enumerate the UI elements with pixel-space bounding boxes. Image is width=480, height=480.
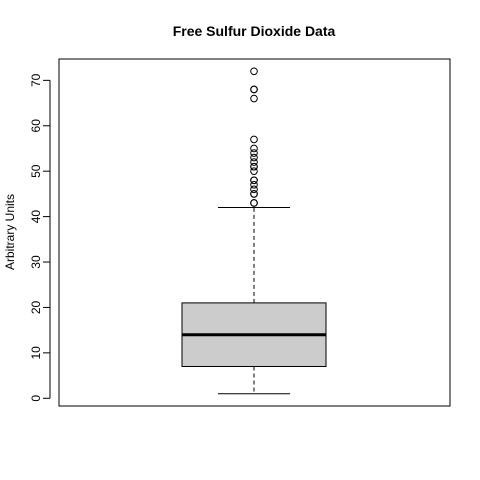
outlier-point <box>250 162 258 171</box>
chart-title: Free Sulfur Dioxide Data <box>173 23 336 39</box>
box-group <box>181 207 327 395</box>
outlier-point <box>250 167 258 175</box>
outlier-point <box>250 181 258 189</box>
outlier-point <box>250 135 258 144</box>
y-tick-label: 10 <box>29 346 43 360</box>
y-tick-label: 20 <box>29 300 43 314</box>
outlier-point <box>250 199 258 207</box>
y-tick-label: 70 <box>29 73 43 87</box>
outlier-point <box>250 185 258 194</box>
y-axis: 0 10 20 30 40 50 60 70 <box>29 73 51 402</box>
outlier-point <box>250 94 258 103</box>
y-tick-label: 0 <box>29 395 43 402</box>
y-tick-label: 60 <box>29 119 43 133</box>
outlier-point <box>250 85 258 94</box>
y-tick-label: 30 <box>29 255 43 269</box>
y-axis-label: Arbitrary Units <box>3 194 17 270</box>
outlier-group <box>250 67 258 207</box>
outlier-point <box>250 144 258 153</box>
outlier-point <box>250 153 258 162</box>
outlier-point <box>250 149 258 157</box>
outlier-point <box>250 190 258 198</box>
y-tick-label: 50 <box>29 164 43 178</box>
y-tick-label: 40 <box>29 210 43 224</box>
outlier-point <box>250 67 258 76</box>
outlier-point <box>250 158 258 166</box>
outlier-point <box>250 176 258 185</box>
plot-frame <box>58 58 451 407</box>
